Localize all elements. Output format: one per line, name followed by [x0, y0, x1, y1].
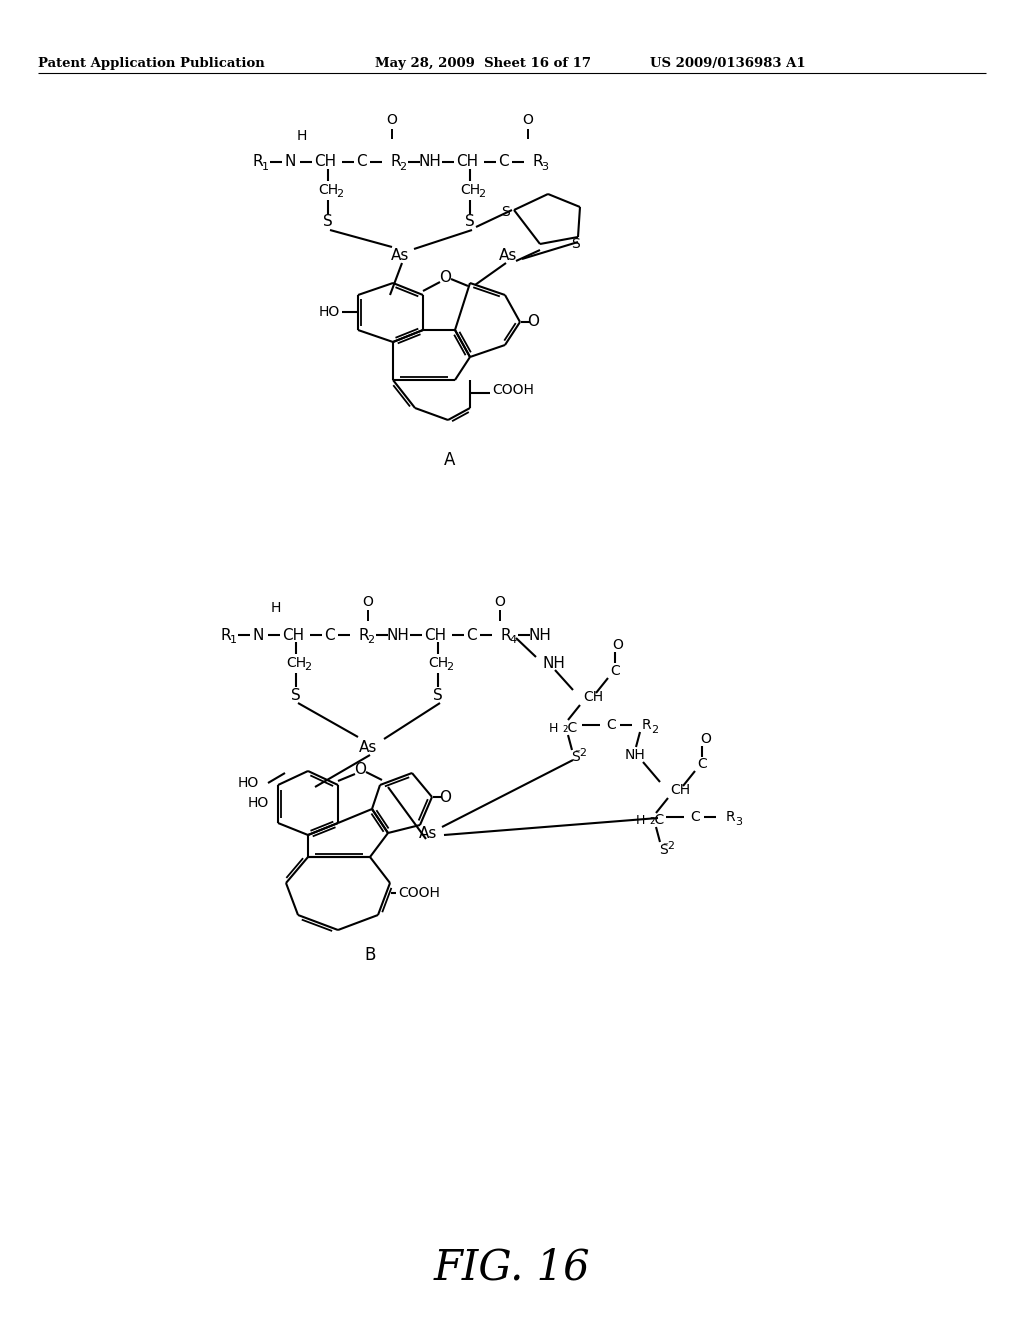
Text: As: As: [358, 739, 377, 755]
Text: C: C: [466, 627, 476, 643]
Text: 2: 2: [478, 189, 485, 199]
Text: S: S: [571, 238, 581, 251]
Text: 3: 3: [735, 817, 742, 828]
Text: As: As: [391, 248, 410, 263]
Text: FIG. 16: FIG. 16: [434, 1247, 590, 1290]
Text: O: O: [354, 763, 366, 777]
Text: R: R: [726, 810, 735, 824]
Text: 2: 2: [337, 189, 344, 199]
Text: C: C: [610, 664, 620, 678]
Text: R: R: [390, 154, 400, 169]
Text: CH: CH: [317, 183, 338, 197]
Text: CH: CH: [456, 154, 478, 169]
Text: O: O: [439, 789, 451, 804]
Text: NH: NH: [419, 154, 441, 169]
Text: CH: CH: [424, 627, 446, 643]
Text: 2: 2: [446, 663, 454, 672]
Text: C: C: [324, 627, 334, 643]
Text: C: C: [690, 810, 699, 824]
Text: ₂C: ₂C: [649, 813, 665, 828]
Text: S: S: [433, 688, 442, 702]
Text: O: O: [362, 595, 374, 609]
Text: O: O: [439, 271, 451, 285]
Text: H: H: [270, 601, 282, 615]
Text: O: O: [612, 638, 624, 652]
Text: N: N: [252, 627, 264, 643]
Text: R: R: [642, 718, 651, 733]
Text: HO: HO: [318, 305, 340, 319]
Text: CH: CH: [460, 183, 480, 197]
Text: CH: CH: [314, 154, 336, 169]
Text: NH: NH: [543, 656, 566, 671]
Text: A: A: [444, 451, 456, 469]
Text: S: S: [465, 214, 475, 230]
Text: 2: 2: [651, 725, 658, 735]
Text: S: S: [324, 214, 333, 230]
Text: R: R: [252, 154, 262, 169]
Text: US 2009/0136983 A1: US 2009/0136983 A1: [650, 57, 806, 70]
Text: CH: CH: [286, 656, 306, 671]
Text: C: C: [697, 756, 707, 771]
Text: May 28, 2009  Sheet 16 of 17: May 28, 2009 Sheet 16 of 17: [375, 57, 591, 70]
Text: O: O: [527, 314, 539, 330]
Text: H: H: [549, 722, 558, 734]
Text: CH: CH: [282, 627, 304, 643]
Text: S: S: [291, 688, 301, 702]
Text: S: S: [502, 205, 510, 219]
Text: NH: NH: [625, 748, 645, 762]
Text: S: S: [570, 750, 580, 764]
Text: ⁻2: ⁻2: [574, 748, 588, 758]
Text: HO: HO: [238, 776, 259, 789]
Text: NH: NH: [387, 627, 410, 643]
Text: N: N: [285, 154, 296, 169]
Text: R: R: [500, 627, 511, 643]
Text: 1: 1: [229, 635, 237, 645]
Text: O: O: [700, 733, 712, 746]
Text: 4: 4: [509, 635, 516, 645]
Text: R: R: [532, 154, 543, 169]
Text: C: C: [498, 154, 508, 169]
Text: B: B: [365, 946, 376, 964]
Text: 3: 3: [542, 162, 549, 172]
Text: S: S: [658, 843, 668, 857]
Text: NH: NH: [528, 627, 552, 643]
Text: CH: CH: [670, 783, 690, 797]
Text: ₂C: ₂C: [562, 721, 578, 735]
Text: HO: HO: [248, 796, 268, 810]
Text: COOH: COOH: [492, 383, 534, 397]
Text: ⁻2: ⁻2: [663, 841, 676, 851]
Text: Patent Application Publication: Patent Application Publication: [38, 57, 265, 70]
Text: CH: CH: [583, 690, 603, 704]
Text: O: O: [522, 114, 534, 127]
Text: As: As: [419, 825, 437, 841]
Text: C: C: [355, 154, 367, 169]
Text: 2: 2: [399, 162, 407, 172]
Text: R: R: [220, 627, 230, 643]
Text: 2: 2: [368, 635, 375, 645]
Text: H: H: [636, 813, 645, 826]
Text: COOH: COOH: [398, 886, 440, 900]
Text: C: C: [606, 718, 615, 733]
Text: H: H: [297, 129, 307, 143]
Text: O: O: [495, 595, 506, 609]
Text: R: R: [358, 627, 369, 643]
Text: CH: CH: [428, 656, 449, 671]
Text: 2: 2: [304, 663, 311, 672]
Text: As: As: [499, 248, 517, 263]
Text: O: O: [387, 114, 397, 127]
Text: 1: 1: [261, 162, 268, 172]
